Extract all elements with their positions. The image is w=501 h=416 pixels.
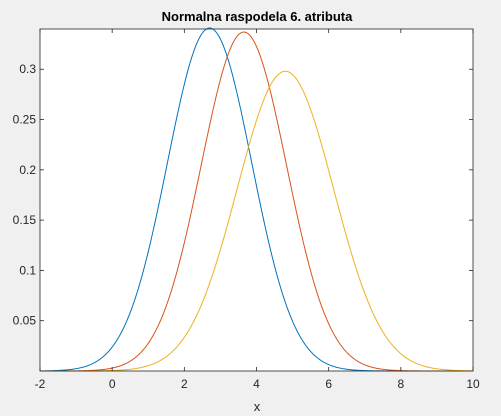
x-axis: -2 0 2 4 6 8 10 xyxy=(35,29,480,391)
plot-area xyxy=(40,29,473,371)
y-tick-label: 0.15 xyxy=(13,213,37,227)
x-tick-label: 8 xyxy=(397,377,404,391)
x-tick-label: 2 xyxy=(181,377,188,391)
x-tick-label: 6 xyxy=(325,377,332,391)
y-axis: 0.05 0.1 0.15 0.2 0.25 0.3 xyxy=(13,62,473,328)
chart-title: Normalna raspodela 6. atributa xyxy=(162,9,353,24)
x-tick-label: 4 xyxy=(253,377,260,391)
y-tick-label: 0.1 xyxy=(19,263,36,277)
y-tick-label: 0.3 xyxy=(19,62,36,76)
y-tick-label: 0.05 xyxy=(13,314,37,328)
y-tick-label: 0.25 xyxy=(13,113,37,127)
x-tick-label: 10 xyxy=(466,377,480,391)
x-tick-label: 0 xyxy=(109,377,116,391)
y-tick-label: 0.2 xyxy=(19,163,36,177)
x-axis-label: x xyxy=(254,399,261,414)
x-tick-label: -2 xyxy=(35,377,46,391)
